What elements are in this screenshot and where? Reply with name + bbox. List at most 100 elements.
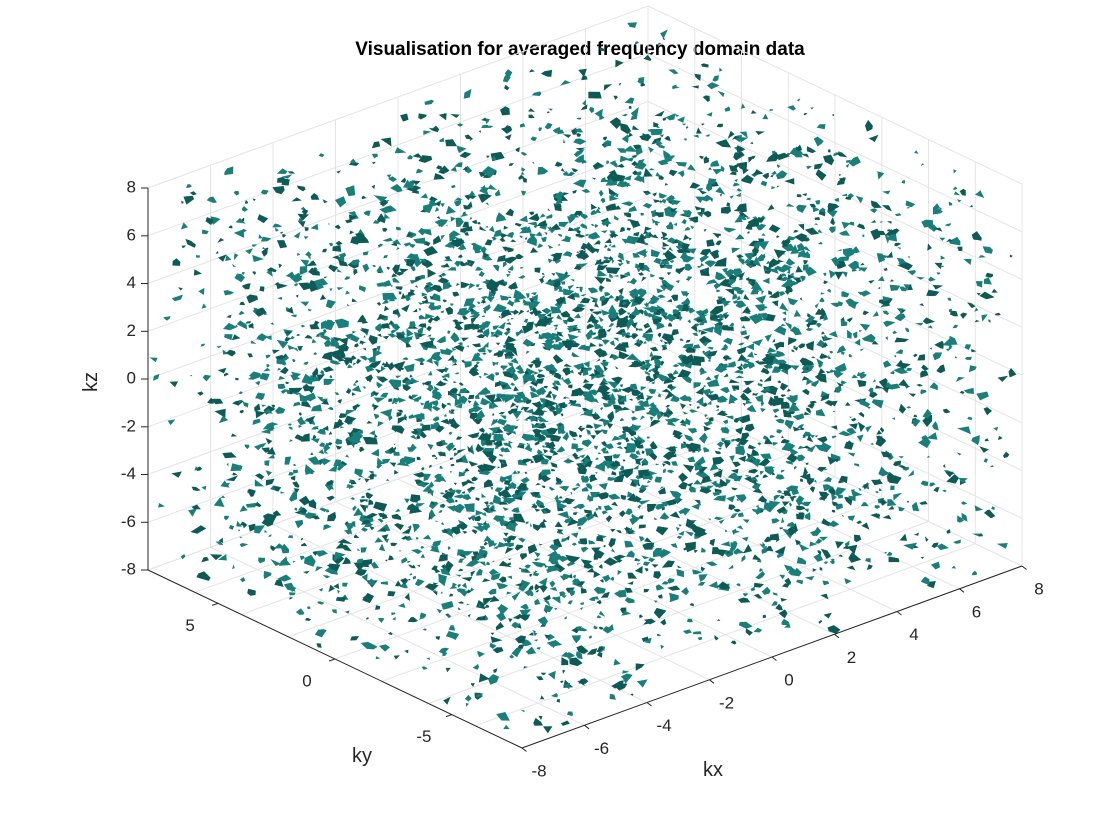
- isosurface-blob: [307, 256, 311, 260]
- isosurface-blob: [350, 334, 360, 343]
- isosurface-blob: [515, 331, 522, 337]
- isosurface-blob: [613, 95, 618, 100]
- isosurface-blob: [579, 461, 588, 466]
- isosurface-blob: [657, 419, 661, 423]
- isosurface-blob: [294, 434, 305, 442]
- isosurface-blob: [368, 470, 374, 476]
- isosurface-blob: [634, 41, 640, 45]
- isosurface-blob: [287, 171, 296, 174]
- isosurface-blob: [484, 501, 489, 505]
- isosurface-blob: [714, 374, 719, 380]
- isosurface-blob: [933, 487, 940, 493]
- isosurface-blob: [731, 487, 738, 491]
- isosurface-blob: [357, 314, 367, 323]
- isosurface-blob: [720, 387, 730, 394]
- z-tick-label: -2: [121, 416, 136, 435]
- isosurface-blob: [302, 570, 310, 574]
- isosurface-blob: [495, 372, 500, 376]
- isosurface-blob: [600, 351, 608, 358]
- isosurface-blob: [763, 546, 767, 551]
- isosurface-blob: [235, 324, 239, 327]
- isosurface-blob: [781, 618, 790, 626]
- gridline: [647, 196, 1023, 376]
- isosurface-blob: [440, 591, 443, 594]
- isosurface-blob: [729, 171, 737, 176]
- isosurface-blob: [580, 475, 585, 478]
- isosurface-blob: [484, 479, 494, 488]
- isosurface-blob: [310, 438, 320, 444]
- isosurface-blob: [293, 469, 298, 474]
- isosurface-blob: [373, 397, 386, 403]
- isosurface-blob: [217, 254, 227, 262]
- isosurface-blob: [601, 339, 610, 345]
- isosurface-blob: [248, 523, 256, 532]
- isosurface-blob: [402, 384, 412, 392]
- isosurface-blob: [838, 174, 842, 176]
- isosurface-blob: [531, 401, 543, 408]
- isosurface-blob: [608, 304, 617, 315]
- isosurface-blob: [344, 276, 350, 280]
- isosurface-blob: [472, 242, 483, 251]
- isosurface-blob: [514, 298, 521, 303]
- isosurface-blob: [819, 567, 823, 571]
- isosurface-blob: [664, 182, 669, 186]
- isosurface-blob: [542, 275, 546, 278]
- isosurface-blob: [433, 235, 442, 245]
- isosurface-blob: [967, 416, 973, 420]
- isosurface-blob: [462, 166, 468, 171]
- isosurface-blob: [561, 595, 567, 598]
- isosurface-blob: [616, 530, 622, 534]
- isosurface-blob: [696, 266, 702, 268]
- isosurface-blob: [224, 334, 233, 341]
- isosurface-blob: [350, 158, 356, 164]
- isosurface-blob: [701, 402, 708, 407]
- isosurface-blob: [600, 331, 607, 337]
- isosurface-blob: [733, 549, 739, 555]
- isosurface-blob: [738, 257, 745, 265]
- isosurface-blob: [990, 465, 994, 468]
- isosurface-blob: [380, 365, 386, 372]
- isosurface-blob: [628, 132, 633, 138]
- isosurface-blob: [920, 480, 929, 486]
- isosurface-blob: [385, 559, 388, 562]
- isosurface-blob: [523, 318, 528, 324]
- isosurface-blob: [390, 329, 397, 334]
- isosurface-blob: [290, 475, 296, 481]
- isosurface-blob: [534, 558, 541, 562]
- chart-title: Visualisation for averaged frequency dom…: [355, 39, 805, 60]
- isosurface-blob: [906, 367, 913, 372]
- isosurface-blob: [232, 400, 244, 406]
- isosurface-blob: [224, 166, 234, 176]
- isosurface-blob: [946, 529, 951, 534]
- isosurface-blob: [644, 359, 651, 367]
- isosurface-blob: [562, 431, 569, 441]
- isosurface-blob: [849, 416, 853, 419]
- isosurface-blob: [504, 256, 518, 264]
- isosurface-blob: [629, 516, 641, 526]
- isosurface-blob: [884, 234, 890, 244]
- isosurface-blob: [362, 592, 374, 604]
- isosurface-blob: [593, 322, 602, 330]
- isosurface-blob: [611, 376, 623, 385]
- isosurface-blob: [655, 463, 660, 466]
- isosurface-blob: [453, 344, 465, 352]
- isosurface-blob: [740, 330, 747, 336]
- isosurface-blob: [250, 340, 257, 344]
- isosurface-blob: [554, 161, 563, 167]
- isosurface-blob: [505, 342, 517, 351]
- isosurface-blob: [585, 333, 592, 341]
- isosurface-blob: [515, 635, 527, 644]
- isosurface-blob: [782, 253, 787, 255]
- isosurface-blob: [991, 506, 995, 510]
- isosurface-blob: [365, 499, 369, 502]
- isosurface-blob: [456, 123, 464, 127]
- isosurface-blob: [360, 559, 373, 566]
- isosurface-blob: [335, 597, 347, 602]
- isosurface-blob: [747, 444, 757, 450]
- isosurface-blob: [754, 507, 766, 515]
- isosurface-blob: [609, 693, 616, 700]
- isosurface-blob: [652, 404, 657, 407]
- isosurface-blob: [773, 249, 787, 259]
- isosurface-blob: [520, 604, 529, 610]
- isosurface-blob: [661, 344, 668, 348]
